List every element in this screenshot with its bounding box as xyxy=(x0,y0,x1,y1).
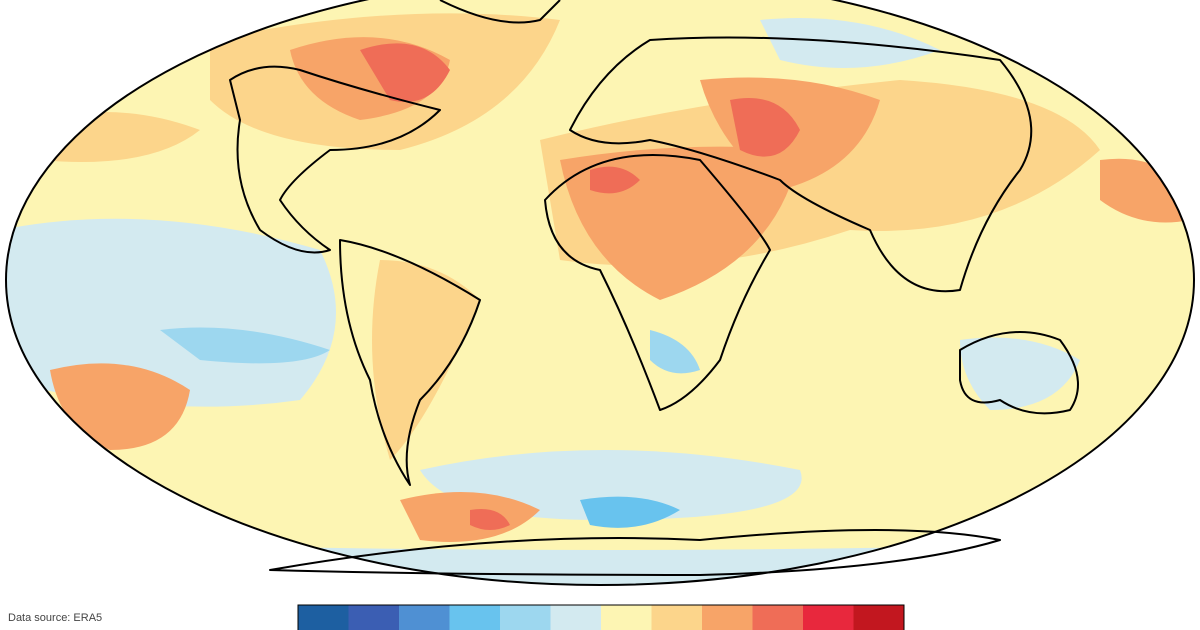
colorbar-swatch xyxy=(803,605,854,630)
colorbar-swatch xyxy=(601,605,652,630)
colorbar-swatch xyxy=(348,605,400,630)
colorbar-swatch xyxy=(752,605,804,630)
colorbar-swatch xyxy=(500,605,551,630)
colorbar-swatch xyxy=(550,605,602,630)
colorbar xyxy=(298,605,905,630)
colorbar-swatch xyxy=(651,605,703,630)
colorbar-swatch xyxy=(298,605,349,630)
colorbar-swatch xyxy=(853,605,905,630)
source-note: Data source: ERA5 xyxy=(8,612,102,624)
colorbar-swatch xyxy=(702,605,753,630)
colorbar-swatch xyxy=(449,605,501,630)
colorbar-frame xyxy=(297,604,905,630)
globe-outline xyxy=(5,0,1195,586)
colorbar-swatch xyxy=(399,605,450,630)
coastlines xyxy=(229,0,1079,576)
